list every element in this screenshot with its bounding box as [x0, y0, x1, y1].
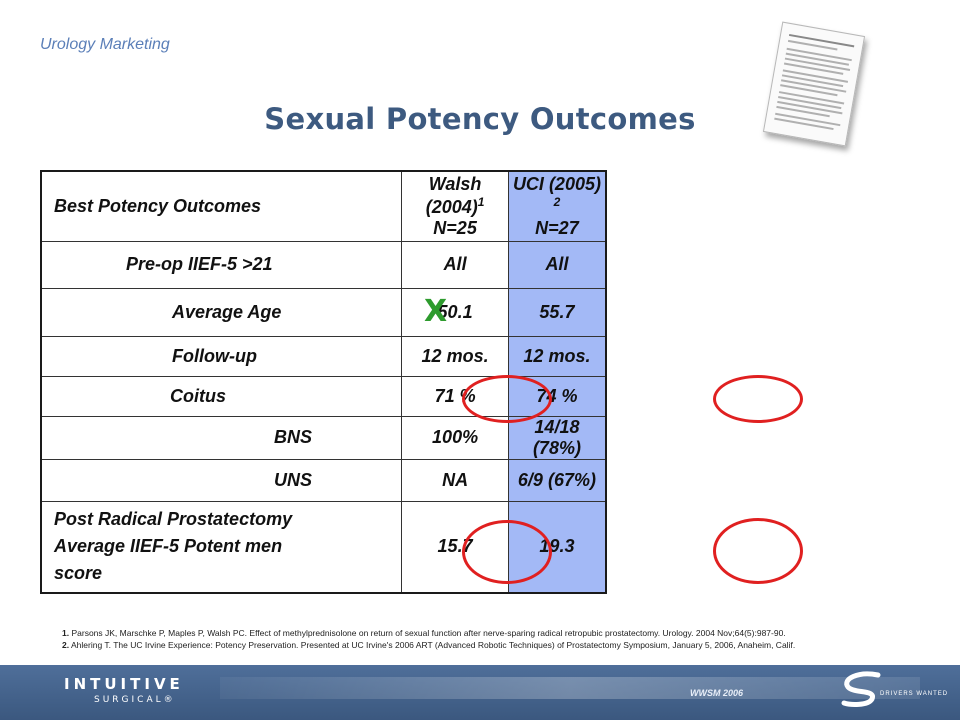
table-row: UNS NA 6/9 (67%) [41, 459, 606, 502]
table-row: BNS 100% 14/18 (78%) [41, 416, 606, 460]
uci-value: 12 mos. [507, 336, 606, 377]
uci-value: 55.7 [507, 288, 606, 337]
brand-label: Urology Marketing [40, 36, 170, 53]
company-logo: INTUITIVE SURGICAL® [64, 675, 184, 705]
potency-outcomes-table: Best Potency Outcomes Walsh (2004)1 N=25… [40, 170, 607, 594]
row-label-line: score [54, 563, 103, 584]
logo-main-text: INTUITIVE [64, 675, 184, 693]
table-row: Follow-up 12 mos. 12 mos. [41, 336, 606, 377]
swoosh-logo-icon [841, 671, 881, 707]
row-label: Average Age [41, 288, 403, 337]
walsh-value: 12 mos. [401, 336, 509, 377]
x-mark-annotation: X [424, 294, 448, 329]
column-header-outcomes: Best Potency Outcomes [41, 171, 403, 242]
red-circle-highlight [462, 375, 552, 423]
table-header-row: Best Potency Outcomes Walsh (2004)1 N=25… [41, 171, 606, 242]
walsh-footnote-ref: 1 [477, 194, 485, 209]
row-label: Follow-up [41, 336, 403, 377]
uci-value: All [507, 241, 606, 289]
logo-sub-text: SURGICAL® [94, 695, 176, 705]
table-row: Post Radical Prostatectomy Average IIEF-… [41, 501, 606, 593]
red-circle-highlight [462, 520, 552, 584]
column-header-uci: UCI (2005) 2 N=27 [507, 171, 606, 242]
row-label: Pre-op IIEF-5 >21 [41, 241, 403, 289]
walsh-value: NA [401, 459, 509, 502]
footer-bar: INTUITIVE SURGICAL® WWSM 2006 DRIVERS WA… [0, 665, 960, 720]
reference-item: 2. Ahlering T. The UC Irvine Experience:… [62, 639, 922, 651]
reference-number: 1. [62, 628, 70, 638]
event-label: WWSM 2006 [690, 688, 744, 698]
uci-value: 6/9 (67%) [507, 459, 606, 502]
red-circle-highlight [713, 518, 803, 584]
row-label: BNS [41, 416, 403, 460]
row-label-line: Post Radical Prostatectomy [54, 509, 293, 530]
uci-header-label: UCI (2005) [512, 173, 601, 194]
footer-strip [220, 677, 920, 699]
references: 1. Parsons JK, Marschke P, Maples P, Wal… [62, 627, 922, 651]
slide-title: Sexual Potency Outcomes [264, 102, 696, 136]
walsh-value: 100% [401, 416, 509, 460]
walsh-sample-size: N=25 [433, 217, 477, 238]
row-label: Coitus [41, 376, 403, 417]
red-circle-highlight [713, 375, 803, 423]
walsh-value: All [401, 241, 509, 289]
row-label: Post Radical Prostatectomy Average IIEF-… [41, 501, 403, 593]
table-row: Pre-op IIEF-5 >21 All All [41, 241, 606, 289]
uci-footnote-ref: 2 [553, 194, 561, 209]
row-label-line: Average IIEF-5 Potent men [54, 536, 283, 557]
walsh-value: 50.1 [401, 288, 509, 337]
reference-number: 2. [62, 640, 70, 650]
uci-sample-size: N=27 [535, 217, 579, 238]
tagline-label: DRIVERS WANTED [880, 691, 949, 697]
reference-item: 1. Parsons JK, Marschke P, Maples P, Wal… [62, 627, 922, 639]
walsh-header-label: Walsh (2004) [425, 173, 482, 217]
reference-text: Parsons JK, Marschke P, Maples P, Walsh … [71, 628, 786, 638]
uci-value: 14/18 (78%) [507, 416, 606, 460]
column-header-walsh: Walsh (2004)1 N=25 [401, 171, 509, 242]
row-label: UNS [41, 459, 403, 502]
reference-text: Ahlering T. The UC Irvine Experience: Po… [71, 640, 796, 650]
table-row: Average Age 50.1 55.7 [41, 288, 606, 337]
